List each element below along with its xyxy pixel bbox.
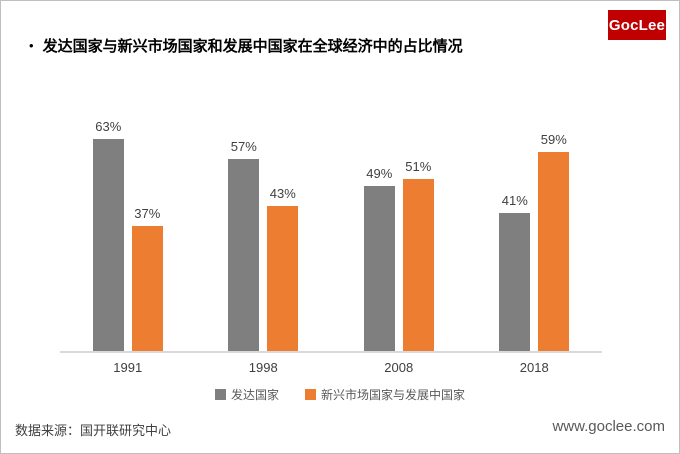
x-axis-labels: 1991 1998 2008 2018	[60, 360, 602, 375]
bar	[402, 179, 434, 351]
bar-column: 37%	[131, 206, 163, 351]
x-axis-tick-label: 1991	[113, 360, 143, 375]
bar-value-label: 63%	[95, 119, 122, 134]
bar-column: 41%	[499, 193, 531, 351]
page-title: 发达国家与新兴市场国家和发展中国家在全球经济中的占比情况	[42, 38, 463, 55]
bar-column: 63%	[92, 119, 124, 351]
legend-item: 新兴市场国家与发展中国家	[305, 386, 465, 403]
bar-value-label: 57%	[230, 139, 257, 154]
brand-logo: GocLee	[608, 10, 666, 40]
bar	[131, 226, 163, 351]
title-row: • 发达国家与新兴市场国家和发展中国家在全球经济中的占比情况	[29, 35, 463, 56]
bar	[538, 152, 570, 351]
bar-value-label: 43%	[269, 186, 296, 201]
bar-value-label: 51%	[405, 159, 432, 174]
bar-group: 41% 59%	[467, 97, 603, 351]
bar-value-label: 49%	[366, 166, 393, 181]
x-axis-tick-label: 2008	[384, 360, 414, 375]
legend: 发达国家 新兴市场国家与发展中国家	[1, 386, 679, 403]
bar-group: 57% 43%	[196, 97, 332, 351]
bar-column: 57%	[228, 139, 260, 351]
bar-value-label: 37%	[134, 206, 161, 221]
bullet-icon: •	[29, 38, 34, 53]
bar-value-label: 41%	[501, 193, 528, 208]
bar	[92, 139, 124, 351]
bar	[267, 206, 299, 351]
website-text: www.goclee.com	[552, 418, 665, 435]
x-axis-tick-label: 1998	[248, 360, 278, 375]
bar	[499, 213, 531, 351]
bar-column: 43%	[267, 186, 299, 351]
bar	[228, 159, 260, 351]
legend-item: 发达国家	[214, 386, 279, 403]
bar-value-label: 59%	[540, 132, 567, 147]
legend-label: 发达国家	[230, 388, 279, 402]
bar-column: 49%	[363, 166, 395, 351]
bar-group: 63% 37%	[60, 97, 196, 351]
bar-column: 51%	[402, 159, 434, 351]
bar	[363, 186, 395, 351]
bar-column: 59%	[538, 132, 570, 351]
bar-group: 49% 51%	[331, 97, 467, 351]
x-axis-tick-label: 2018	[519, 360, 549, 375]
legend-label: 新兴市场国家与发展中国家	[321, 388, 466, 402]
legend-swatch-icon	[305, 389, 316, 400]
plot-area: 63% 37% 57% 43% 49% 51% 41% 59%	[60, 97, 602, 353]
data-source-note: 数据来源：国开联研究中心	[15, 423, 172, 438]
legend-swatch-icon	[214, 389, 226, 400]
